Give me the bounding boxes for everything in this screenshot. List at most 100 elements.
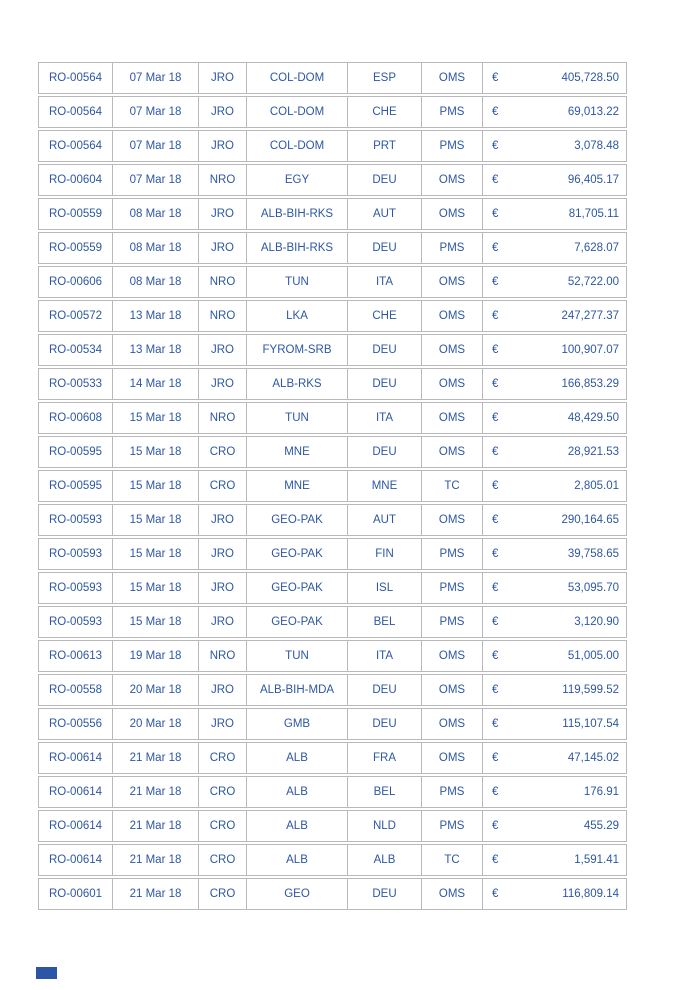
cell-ro-number: RO-00614 bbox=[39, 845, 113, 875]
cell-country: DEU bbox=[348, 675, 422, 705]
cell-date: 21 Mar 18 bbox=[113, 879, 199, 909]
amount-value: 69,013.22 bbox=[567, 106, 619, 118]
cell-date: 15 Mar 18 bbox=[113, 607, 199, 637]
cell-ro-number: RO-00558 bbox=[39, 675, 113, 705]
cell-office: JRO bbox=[199, 199, 247, 229]
amount-value: 119,599.52 bbox=[562, 684, 619, 696]
cell-ro-number: RO-00572 bbox=[39, 301, 113, 331]
currency-symbol: € bbox=[492, 616, 499, 628]
cell-amount: €176.91 bbox=[483, 777, 626, 807]
cell-date: 07 Mar 18 bbox=[113, 131, 199, 161]
cell-type: OMS bbox=[422, 641, 483, 671]
cell-amount: €455.29 bbox=[483, 811, 626, 841]
table-row: RO-00564 07 Mar 18 JRO COL-DOM PRT PMS €3,078.… bbox=[38, 130, 627, 162]
table-row: RO-00593 15 Mar 18 JRO GEO-PAK ISL PMS €53,095… bbox=[38, 572, 627, 604]
currency-symbol: € bbox=[492, 786, 499, 798]
cell-date: 20 Mar 18 bbox=[113, 675, 199, 705]
cell-date: 07 Mar 18 bbox=[113, 63, 199, 93]
cell-date: 15 Mar 18 bbox=[113, 437, 199, 467]
table-row: RO-00559 08 Mar 18 JRO ALB-BIH-RKS DEU PMS €7,… bbox=[38, 232, 627, 264]
cell-country: DEU bbox=[348, 165, 422, 195]
cell-type: OMS bbox=[422, 335, 483, 365]
cell-route: TUN bbox=[247, 641, 348, 671]
currency-symbol: € bbox=[492, 718, 499, 730]
cell-office: JRO bbox=[199, 369, 247, 399]
cell-office: JRO bbox=[199, 233, 247, 263]
amount-value: 405,728.50 bbox=[561, 72, 619, 84]
cell-amount: €28,921.53 bbox=[483, 437, 626, 467]
amount-value: 166,853.29 bbox=[561, 378, 619, 390]
cell-amount: €81,705.11 bbox=[483, 199, 626, 229]
cell-date: 07 Mar 18 bbox=[113, 97, 199, 127]
cell-date: 13 Mar 18 bbox=[113, 335, 199, 365]
cell-office: NRO bbox=[199, 267, 247, 297]
cell-type: OMS bbox=[422, 743, 483, 773]
cell-ro-number: RO-00593 bbox=[39, 505, 113, 535]
cell-date: 21 Mar 18 bbox=[113, 845, 199, 875]
cell-route: GMB bbox=[247, 709, 348, 739]
cell-route: MNE bbox=[247, 437, 348, 467]
cell-type: PMS bbox=[422, 777, 483, 807]
cell-country: ITA bbox=[348, 641, 422, 671]
cell-type: OMS bbox=[422, 301, 483, 331]
cell-amount: €3,120.90 bbox=[483, 607, 626, 637]
cell-type: OMS bbox=[422, 267, 483, 297]
cell-type: PMS bbox=[422, 811, 483, 841]
cell-type: OMS bbox=[422, 165, 483, 195]
cell-country: PRT bbox=[348, 131, 422, 161]
currency-symbol: € bbox=[492, 684, 499, 696]
cell-amount: €100,907.07 bbox=[483, 335, 626, 365]
cell-type: PMS bbox=[422, 97, 483, 127]
cell-ro-number: RO-00608 bbox=[39, 403, 113, 433]
amount-value: 247,277.37 bbox=[561, 310, 619, 322]
currency-symbol: € bbox=[492, 174, 499, 186]
cell-amount: €116,809.14 bbox=[483, 879, 626, 909]
cell-type: OMS bbox=[422, 403, 483, 433]
currency-symbol: € bbox=[492, 548, 499, 560]
table-row: RO-00572 13 Mar 18 NRO LKA CHE OMS €247,277.37 bbox=[38, 300, 627, 332]
cell-amount: €69,013.22 bbox=[483, 97, 626, 127]
cell-ro-number: RO-00534 bbox=[39, 335, 113, 365]
cell-type: OMS bbox=[422, 505, 483, 535]
cell-type: PMS bbox=[422, 233, 483, 263]
cell-country: CHE bbox=[348, 301, 422, 331]
cell-country: MNE bbox=[348, 471, 422, 501]
cell-route: COL-DOM bbox=[247, 97, 348, 127]
table-row: RO-00613 19 Mar 18 NRO TUN ITA OMS €51,005.00 bbox=[38, 640, 627, 672]
currency-symbol: € bbox=[492, 140, 499, 152]
cell-office: JRO bbox=[199, 131, 247, 161]
cell-country: AUT bbox=[348, 505, 422, 535]
currency-symbol: € bbox=[492, 72, 499, 84]
table-row: RO-00559 08 Mar 18 JRO ALB-BIH-RKS AUT OMS €81… bbox=[38, 198, 627, 230]
cell-type: OMS bbox=[422, 879, 483, 909]
cell-route: LKA bbox=[247, 301, 348, 331]
table-row: RO-00614 21 Mar 18 CRO ALB ALB TC €1,591.41 bbox=[38, 844, 627, 876]
cell-country: ITA bbox=[348, 267, 422, 297]
cell-amount: €1,591.41 bbox=[483, 845, 626, 875]
currency-symbol: € bbox=[492, 820, 499, 832]
cell-office: CRO bbox=[199, 471, 247, 501]
cell-date: 07 Mar 18 bbox=[113, 165, 199, 195]
cell-type: PMS bbox=[422, 539, 483, 569]
cell-country: ESP bbox=[348, 63, 422, 93]
amount-value: 48,429.50 bbox=[567, 412, 619, 424]
table-row: RO-00558 20 Mar 18 JRO ALB-BIH-MDA DEU OMS €11… bbox=[38, 674, 627, 706]
cell-country: DEU bbox=[348, 369, 422, 399]
amount-value: 100,907.07 bbox=[561, 344, 619, 356]
amount-value: 3,120.90 bbox=[574, 616, 619, 628]
cell-ro-number: RO-00593 bbox=[39, 539, 113, 569]
cell-office: JRO bbox=[199, 675, 247, 705]
cell-amount: €7,628.07 bbox=[483, 233, 626, 263]
cell-office: CRO bbox=[199, 845, 247, 875]
table-row: RO-00534 13 Mar 18 JRO FYROM-SRB DEU OMS €100,… bbox=[38, 334, 627, 366]
cell-office: CRO bbox=[199, 879, 247, 909]
cell-ro-number: RO-00564 bbox=[39, 63, 113, 93]
amount-value: 47,145.02 bbox=[567, 752, 619, 764]
cell-type: OMS bbox=[422, 437, 483, 467]
cell-route: ALB bbox=[247, 777, 348, 807]
amount-value: 81,705.11 bbox=[568, 208, 619, 220]
cell-type: TC bbox=[422, 471, 483, 501]
cell-amount: €3,078.48 bbox=[483, 131, 626, 161]
table-row: RO-00564 07 Mar 18 JRO COL-DOM CHE PMS €69,013… bbox=[38, 96, 627, 128]
cell-date: 15 Mar 18 bbox=[113, 471, 199, 501]
